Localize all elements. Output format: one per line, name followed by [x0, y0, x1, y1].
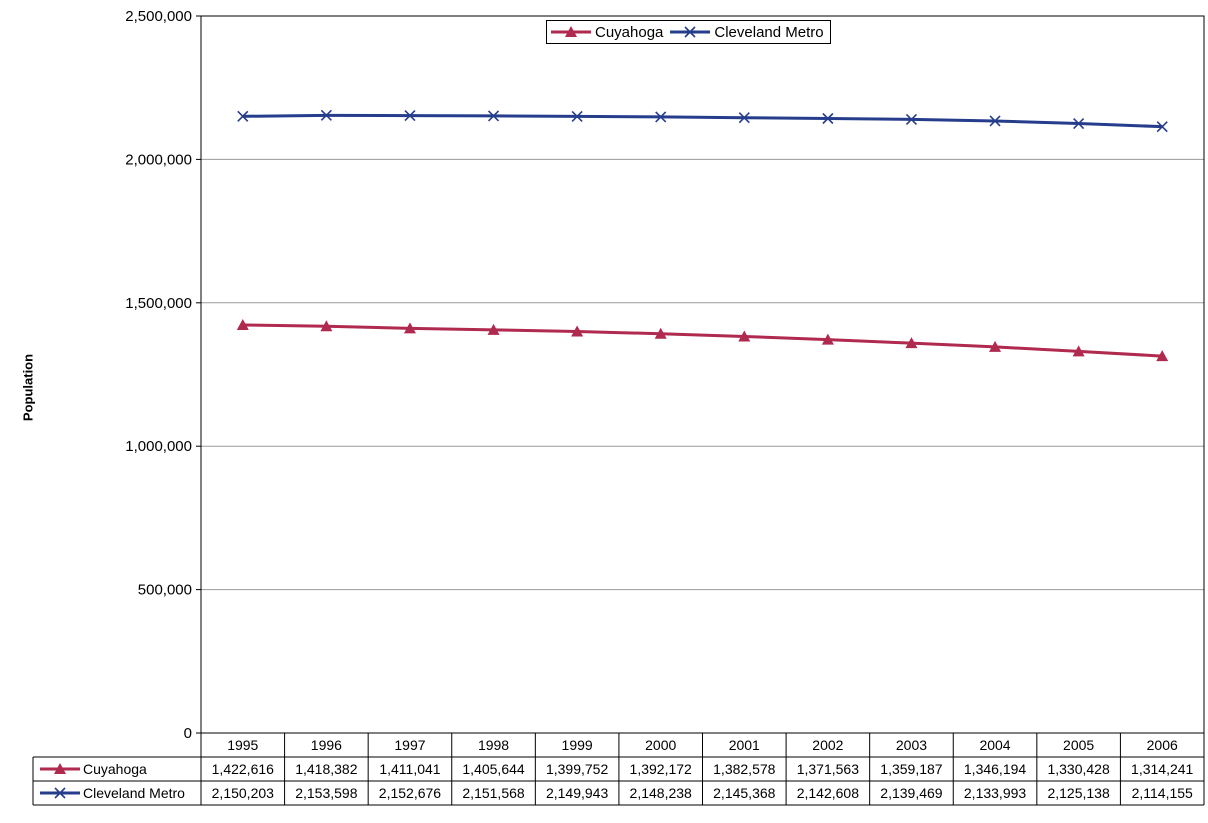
y-tick-label: 500,000	[138, 582, 192, 599]
table-value-cuyahoga: 1,405,644	[462, 761, 524, 777]
y-tick-label: 2,000,000	[125, 151, 192, 168]
x-category-label: 1998	[478, 737, 509, 753]
table-value-cuyahoga: 1,411,041	[379, 761, 440, 777]
table-value-cuyahoga: 1,314,241	[1131, 761, 1193, 777]
table-value-cuyahoga: 1,330,428	[1047, 761, 1109, 777]
data-point-cuyahoga	[487, 323, 500, 335]
data-point-cleveland-metro	[738, 112, 750, 124]
table-value-cuyahoga: 1,371,563	[797, 761, 859, 777]
x-category-label: 2003	[896, 737, 927, 753]
table-value-cuyahoga: 1,392,172	[630, 761, 692, 777]
data-point-cleveland-metro	[989, 115, 1001, 127]
table-value-cuyahoga: 1,399,752	[546, 761, 608, 777]
x-category-label: 2004	[979, 737, 1010, 753]
series-lines	[236, 109, 1169, 362]
x-category-label: 2006	[1147, 737, 1178, 753]
table-value-cleveland-metro: 2,139,469	[880, 785, 942, 801]
y-axis-ticks: 0 500,000 1,000,000 1,500,000 2,000,000 2,500…	[125, 8, 201, 742]
table-series-label-cuyahoga: Cuyahoga	[83, 761, 147, 777]
x-category-label: 2002	[812, 737, 843, 753]
table-value-cuyahoga: 1,422,616	[212, 761, 274, 777]
data-point-cuyahoga	[989, 340, 1002, 352]
data-point-cuyahoga	[821, 333, 834, 345]
table-value-cleveland-metro: 2,114,155	[1132, 785, 1193, 801]
data-point-cuyahoga	[403, 322, 416, 334]
table-legend-marker-cleveland-metro	[54, 787, 66, 799]
data-point-cleveland-metro	[404, 110, 416, 122]
data-point-cuyahoga	[738, 330, 751, 342]
x-category-label: 1997	[394, 737, 425, 753]
legend-key-cleveland-metro	[670, 26, 711, 38]
table-value-cleveland-metro: 2,133,993	[964, 785, 1026, 801]
table-value-cleveland-metro: 2,153,598	[295, 785, 357, 801]
y-tick-label: 1,000,000	[125, 438, 192, 455]
data-point-cuyahoga	[1156, 350, 1169, 362]
table-value-cleveland-metro: 2,149,943	[546, 785, 608, 801]
chart-legend: Cuyahoga Cleveland Metro	[546, 20, 831, 44]
table-value-cleveland-metro: 2,150,203	[212, 785, 274, 801]
x-category-label: 1995	[227, 737, 258, 753]
series-line-cleveland-metro	[242, 113, 1163, 129]
data-point-cleveland-metro	[487, 110, 500, 122]
legend-label-cleveland-metro: Cleveland Metro	[714, 23, 824, 41]
table-value-cleveland-metro: 2,145,368	[713, 785, 775, 801]
legend-item-cuyahoga: Cuyahoga	[550, 24, 663, 41]
legend-item-cleveland-metro: Cleveland Metro	[669, 23, 824, 41]
table-value-cuyahoga: 1,359,187	[880, 761, 942, 777]
legend-marker	[565, 26, 577, 37]
y-tick-label: 2,500,000	[125, 8, 192, 25]
x-category-label: 1999	[562, 737, 593, 753]
y-axis-title: Population	[20, 353, 36, 422]
table-legend-marker-cuyahoga	[54, 763, 66, 774]
data-point-cuyahoga	[320, 320, 333, 332]
table-value-cuyahoga: 1,346,194	[964, 761, 1026, 777]
table-value-cleveland-metro: 2,152,676	[379, 785, 441, 801]
data-point-cleveland-metro	[822, 112, 834, 125]
data-point-cuyahoga	[236, 318, 249, 330]
table-value-cleveland-metro: 2,142,608	[797, 785, 859, 801]
legend-label-cuyahoga: Cuyahoga	[595, 23, 664, 41]
gridlines	[201, 15, 1204, 591]
legend-key-cuyahoga	[551, 26, 591, 37]
table-value-cleveland-metro: 2,125,138	[1047, 785, 1109, 801]
y-tick-label: 0	[184, 725, 192, 742]
data-table: 1995 1996 1997 1998 1999 2000 2001 2002 2003 2004…	[32, 733, 1205, 806]
data-point-cleveland-metro	[1156, 121, 1168, 133]
data-point-cuyahoga	[571, 325, 584, 337]
x-category-label: 2000	[645, 737, 676, 753]
data-point-cuyahoga	[1072, 345, 1085, 357]
data-point-cleveland-metro	[320, 109, 332, 121]
data-point-cleveland-metro	[571, 110, 583, 122]
table-value-cleveland-metro: 2,148,238	[630, 785, 692, 801]
table-value-cuyahoga: 1,382,578	[713, 761, 775, 777]
data-point-cleveland-metro	[655, 111, 667, 123]
table-value-cuyahoga: 1,418,382	[295, 761, 357, 777]
data-point-cleveland-metro	[237, 110, 249, 122]
data-point-cleveland-metro	[1073, 117, 1085, 130]
data-point-cuyahoga	[905, 337, 918, 349]
x-category-label: 2001	[729, 737, 760, 753]
x-category-label: 1996	[311, 737, 342, 753]
table-value-cleveland-metro: 2,151,568	[462, 785, 524, 801]
table-series-label-cleveland-metro: Cleveland Metro	[83, 785, 185, 801]
data-point-cuyahoga	[654, 327, 667, 339]
y-tick-label: 1,500,000	[125, 295, 192, 312]
data-point-cleveland-metro	[905, 113, 918, 125]
x-category-label: 2005	[1063, 737, 1094, 753]
series-line-cuyahoga	[242, 323, 1163, 358]
legend-marker	[684, 26, 696, 38]
